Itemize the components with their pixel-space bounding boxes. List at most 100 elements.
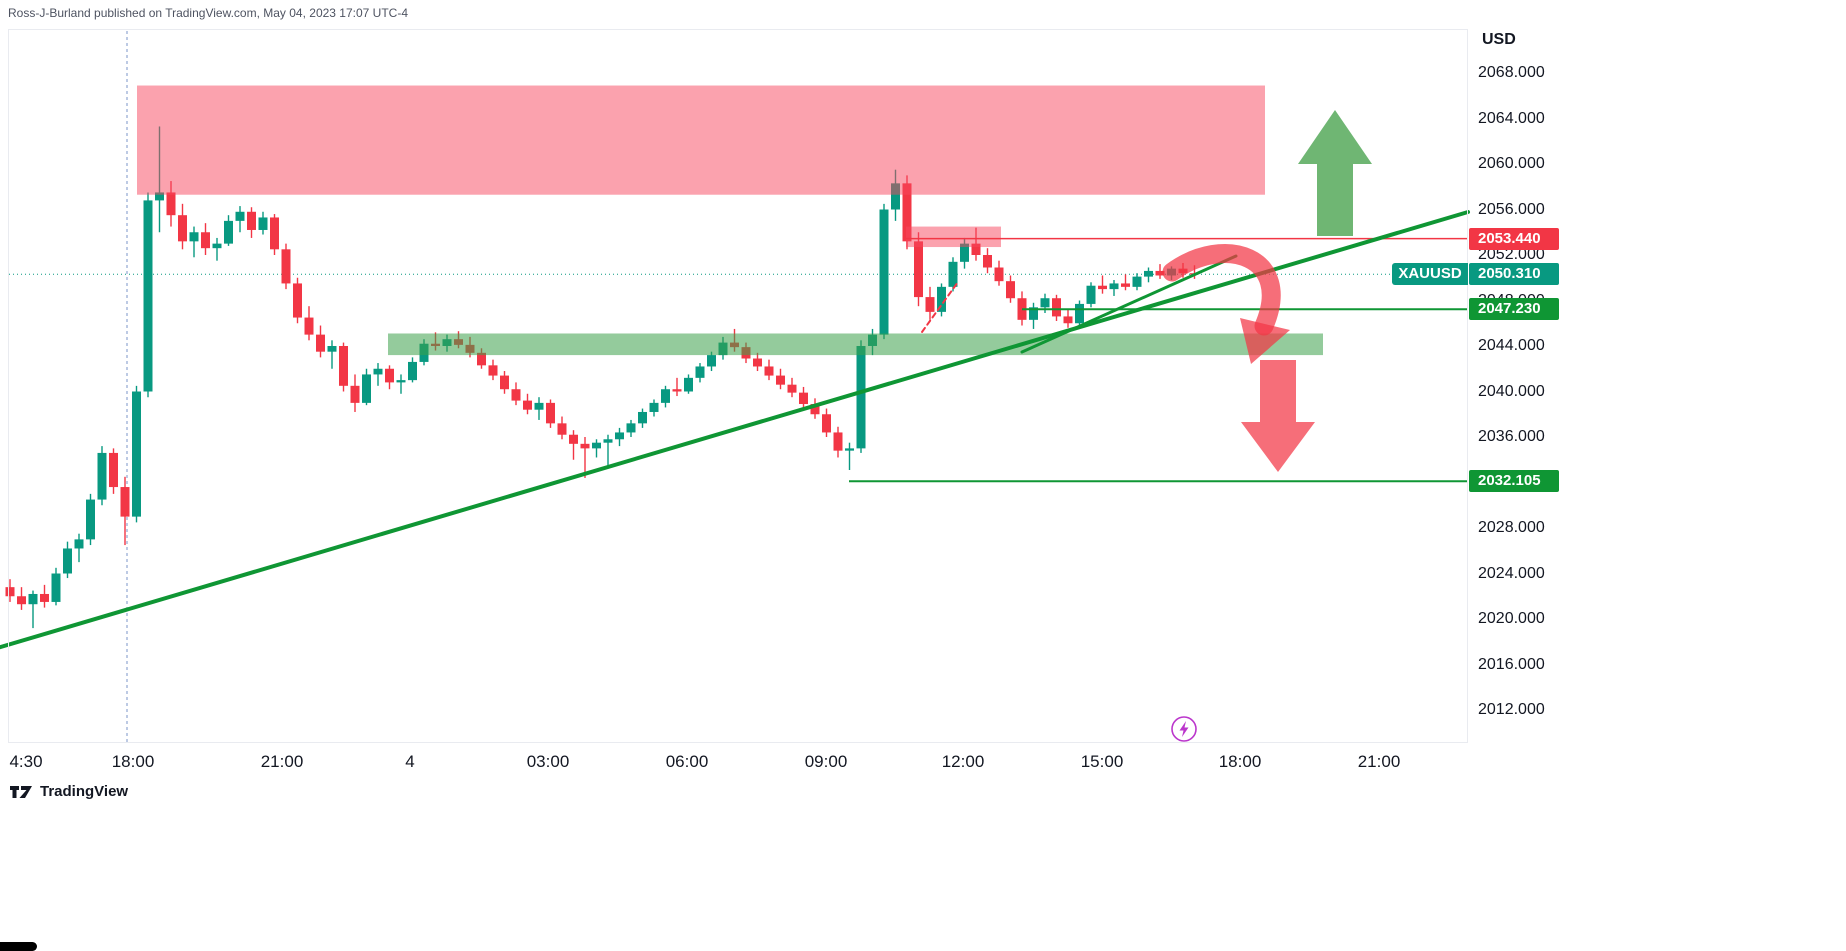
candle-body	[1144, 270, 1153, 277]
trendline-minor[interactable]	[1020, 254, 1238, 354]
price-tick-label: 2060.000	[1478, 155, 1545, 172]
price-label-current: 2050.310	[1469, 263, 1559, 286]
candle-body	[201, 232, 210, 249]
candle-body	[615, 432, 624, 440]
support2-price-text: 2032.105	[1478, 472, 1541, 490]
tradingview-logo-icon	[10, 786, 32, 798]
candle-body	[189, 232, 199, 242]
candle-body	[281, 249, 291, 284]
price-label-support-2: 2032.105	[1469, 470, 1559, 493]
candle-body	[776, 375, 785, 385]
supply-zone-major[interactable]	[137, 85, 1265, 195]
candle-body	[845, 448, 854, 451]
candle-body	[5, 587, 15, 597]
candle-body	[373, 368, 383, 375]
price-label-resistance: 2053.440	[1469, 227, 1559, 250]
symbol-label: XAUUSD	[1392, 263, 1468, 286]
price-label-support-1: 2047.230	[1469, 298, 1559, 321]
tradingview-logo[interactable]: TradingView	[10, 783, 128, 800]
candle-body	[212, 243, 222, 249]
price-tick-label: 2020.000	[1478, 610, 1545, 627]
candle-body	[638, 411, 647, 424]
candle-body	[339, 346, 348, 386]
candle-body	[74, 539, 84, 549]
candle-body	[937, 286, 946, 312]
candle-body	[304, 317, 314, 335]
curved-arrow[interactable]	[1162, 244, 1281, 336]
candle-body	[787, 384, 797, 393]
candle-body	[1109, 283, 1119, 290]
candle-body	[166, 192, 176, 216]
candle-body	[1075, 303, 1084, 324]
demand-zone[interactable]	[388, 333, 1323, 356]
candle-body	[580, 443, 590, 449]
up-arrow[interactable]	[1298, 110, 1372, 236]
price-tick-label: 2040.000	[1478, 382, 1545, 400]
trendline-major[interactable]	[0, 210, 1470, 650]
candle-body	[120, 487, 130, 517]
candle-body	[948, 261, 958, 287]
candle-body	[914, 241, 923, 298]
candle-body	[293, 283, 302, 318]
time-tick-label: 15:00	[1080, 752, 1124, 771]
candle-body	[960, 243, 969, 262]
candle-body	[97, 452, 107, 500]
candle-body	[63, 548, 72, 574]
candle-body	[856, 346, 866, 449]
candle-body	[1132, 276, 1142, 287]
candle-body	[1063, 316, 1073, 324]
price-tick-label: 2056.000	[1478, 200, 1545, 218]
candle-body	[1052, 298, 1061, 317]
micro-trendline-red[interactable]	[921, 281, 959, 333]
candle-body	[994, 267, 1004, 282]
candle-body	[891, 183, 900, 210]
candle-body	[523, 400, 532, 410]
candle-body	[971, 243, 981, 255]
candle-body	[28, 593, 38, 605]
candle-body	[132, 391, 141, 517]
price-tick-label: 2016.000	[1478, 655, 1545, 673]
price-tick-label: 2052.000	[1478, 246, 1545, 263]
price-tick-label: 2036.000	[1478, 428, 1545, 445]
support1-price-text: 2047.230	[1478, 300, 1541, 318]
candle-body	[86, 499, 95, 540]
time-axis[interactable]: 4:30 18:00 21:00 4 03:00 06:00 09:00 12:00 15:00…	[0, 744, 1468, 776]
time-tick-label: 21:00	[260, 752, 304, 771]
candle-body	[569, 434, 578, 444]
time-tick-label: 03:00	[526, 752, 570, 771]
candle-body	[753, 358, 762, 367]
candle-body	[695, 366, 705, 378]
candle-body	[546, 402, 555, 424]
candle-body	[799, 392, 808, 405]
resistance-price-text: 2053.440	[1478, 229, 1541, 247]
candle-body	[983, 255, 992, 268]
time-tick-label: 21:00	[1357, 752, 1401, 771]
curved-arrow-head[interactable]	[1240, 318, 1290, 364]
down-arrow[interactable]	[1241, 360, 1315, 472]
time-tick-label: 09:00	[804, 752, 848, 771]
price-tick-label: 2028.000	[1478, 519, 1545, 536]
bottom-left-tab	[0, 942, 37, 951]
candle-body	[385, 368, 394, 383]
time-tick-label: 12:00	[941, 752, 985, 771]
candle-body	[764, 366, 774, 376]
candle-body	[488, 365, 498, 376]
candle-body	[1029, 307, 1038, 320]
time-tick-label: 18:00	[1218, 752, 1262, 771]
symbol-text: XAUUSD	[1398, 265, 1462, 283]
supply-zone-minor[interactable]	[906, 226, 1001, 248]
candle-body	[40, 593, 49, 602]
candle-body	[155, 192, 164, 201]
candle-body	[51, 573, 61, 602]
price-tick-label: 2024.000	[1478, 564, 1545, 582]
time-tick-label: 06:00	[665, 752, 709, 771]
price-axis[interactable]: USD 2068.000 2064.000 2060.000 2056.000 2052…	[1468, 0, 1638, 951]
candle-body	[1086, 285, 1096, 304]
candle-body	[810, 404, 820, 415]
candle-body	[1121, 283, 1130, 287]
candle-body	[603, 439, 613, 443]
currency-label: USD	[1482, 31, 1516, 48]
candle-body	[833, 432, 843, 451]
candle-body	[258, 217, 268, 230]
